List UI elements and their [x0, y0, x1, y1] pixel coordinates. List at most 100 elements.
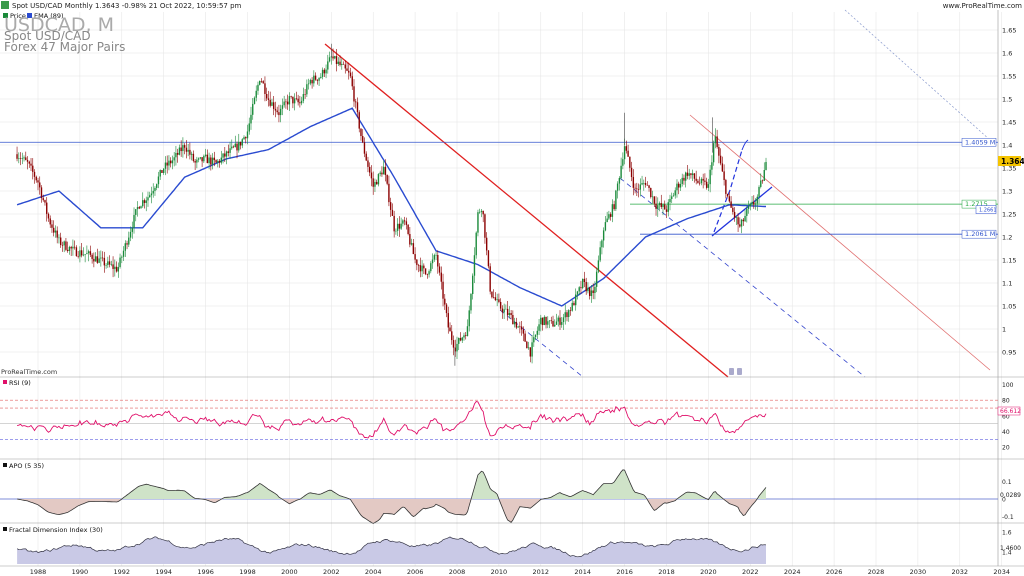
candle-body [164, 162, 167, 169]
candle-body [197, 158, 200, 160]
candle-body [25, 157, 27, 160]
candle-body [604, 222, 607, 231]
candle-body [203, 155, 205, 162]
dotted-trendline[interactable] [844, 9, 991, 141]
candle-body [136, 207, 139, 210]
candle-body [341, 63, 343, 65]
candle-body [37, 180, 39, 183]
candle-body [56, 230, 58, 238]
candle-body [468, 310, 470, 327]
channel-upper-line[interactable] [689, 114, 991, 371]
candle-body [545, 316, 547, 325]
apo-panel[interactable]: APO (5 35) 0.1 0 -0.1 0.0289 [0, 462, 1021, 524]
candle-body [150, 193, 153, 196]
candle-body [279, 108, 282, 116]
ema-89-line[interactable] [16, 107, 766, 307]
fdi-area [17, 536, 767, 564]
candle-body [733, 211, 736, 218]
candle-body [259, 81, 261, 85]
candle-body [356, 102, 359, 113]
candle-body [166, 162, 168, 166]
candle-body [566, 312, 568, 318]
candle-body [121, 256, 123, 258]
x-tick-label: 2028 [868, 568, 885, 576]
candle-body [613, 204, 615, 210]
y-tick-label: 1.4 [1002, 142, 1012, 150]
rsi-line[interactable] [16, 400, 767, 439]
red-trendline[interactable] [324, 43, 729, 378]
candle-body [688, 173, 690, 176]
event-marker-2[interactable] [737, 368, 742, 375]
candle-body [374, 181, 376, 187]
candle-body [68, 246, 71, 251]
candle-body [723, 171, 725, 180]
candle-body [608, 214, 610, 219]
projected-path[interactable] [713, 149, 743, 233]
candle-body [19, 158, 22, 159]
candle-body [384, 166, 387, 175]
fdi-line[interactable] [16, 536, 767, 558]
candle-body [252, 103, 254, 115]
y-tick-label: 1 [1002, 326, 1006, 334]
candle-body [456, 343, 458, 352]
candle-body [461, 337, 463, 341]
apo-line[interactable] [17, 469, 767, 524]
candle-body [472, 275, 474, 295]
candle-body [32, 165, 34, 172]
event-marker-1[interactable] [729, 368, 734, 375]
apo-negative-area [17, 499, 767, 524]
candle-body [389, 202, 392, 210]
candle-body [639, 184, 642, 190]
x-tick-label: 2020 [700, 568, 717, 576]
candle-body [606, 218, 608, 223]
candle-body [248, 123, 250, 132]
candle-body [737, 217, 739, 225]
candle-body [765, 161, 767, 170]
candle-body [685, 172, 687, 181]
candle-body [227, 151, 229, 153]
candle-body [744, 215, 746, 222]
price-panel[interactable]: 1.65 1.6 1.55 1.5 1.45 1.4 1.35 1.3 1.25 1.2 1.15 1… [0, 9, 1024, 566]
dashed-channel-mid[interactable] [619, 177, 866, 378]
candle-body [431, 259, 434, 264]
candle-body [318, 77, 320, 81]
candle-body [255, 90, 257, 98]
candle-body [555, 321, 558, 325]
candle-body [487, 250, 490, 267]
candle-body [189, 149, 191, 155]
candle-body [569, 310, 572, 311]
candle-body [274, 108, 277, 111]
candle-body [650, 187, 652, 197]
candle-body [243, 137, 245, 140]
candle-body [306, 84, 308, 95]
rsi-panel[interactable]: RSI (9) 100 80 60 40 20 66.612 [0, 379, 1021, 452]
legend-ema[interactable]: EMA (89) [34, 12, 64, 20]
candle-body [173, 157, 175, 161]
candle-body [388, 183, 390, 203]
candle-body [231, 146, 233, 149]
candle-body [662, 204, 664, 207]
candle-body [515, 321, 518, 328]
x-tick-label: 2008 [449, 568, 466, 576]
candle-body [218, 160, 221, 163]
support-trendline[interactable] [711, 186, 773, 237]
candle-body [327, 61, 329, 70]
candle-body [400, 223, 402, 229]
candle-body [714, 136, 717, 144]
candle-body [458, 337, 460, 344]
candle-body [735, 217, 738, 218]
candle-body [129, 231, 132, 238]
y-tick-label: 1.2 [1002, 234, 1012, 242]
legend-price[interactable]: Price [10, 12, 26, 20]
price-candles[interactable] [16, 43, 767, 366]
candle-body [377, 174, 380, 185]
candle-body [707, 184, 710, 188]
candle-body [100, 257, 102, 259]
fdi-panel[interactable]: Fractal Dimension Index (30) 1.6 1.4 1.46… [3, 526, 1021, 564]
y-tick-label: 1.35 [1002, 165, 1016, 173]
candle-body [187, 149, 189, 152]
candle-body [369, 166, 371, 173]
candle-body [716, 136, 718, 148]
candle-body [423, 265, 425, 269]
